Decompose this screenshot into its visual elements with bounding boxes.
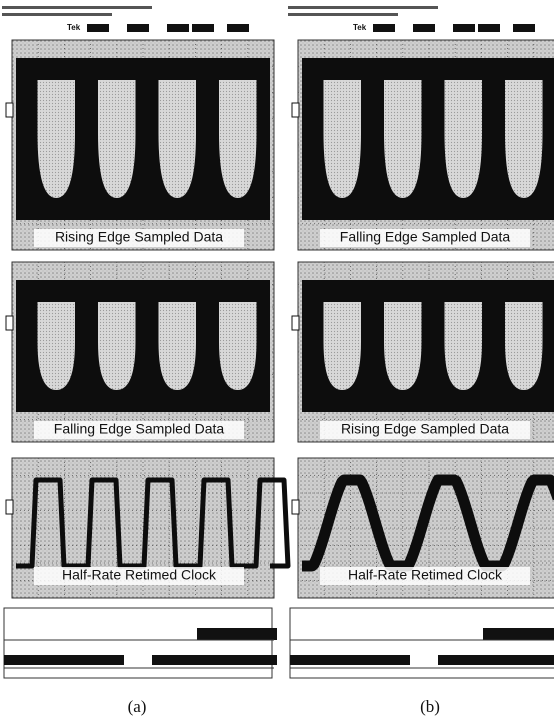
- caption-bg: [34, 229, 244, 247]
- scope-plot: Half-Rate Retimed Clock: [291, 457, 554, 599]
- caption-bg: [320, 421, 530, 439]
- scope-plot: Half-Rate Retimed Clock: [5, 457, 291, 599]
- header-block: [513, 24, 535, 32]
- channel-marker: [291, 102, 300, 118]
- plot-caption: Half-Rate Retimed Clock: [62, 567, 217, 583]
- eye-opening: [504, 80, 543, 198]
- figure-body: Tek Rising Edge Sampled Data Falling Edge …: [2, 6, 554, 716]
- status-table: [3, 607, 277, 679]
- caption-bg: [34, 567, 244, 585]
- header-block: [413, 24, 435, 32]
- eye-opening: [218, 302, 257, 390]
- clock-trace: [298, 474, 554, 572]
- table-block: [290, 655, 410, 665]
- plot-caption: Falling Edge Sampled Data: [340, 229, 511, 245]
- table-block: [152, 655, 277, 665]
- header-line: [2, 6, 152, 9]
- header-block: [167, 24, 189, 32]
- header-line: [288, 6, 438, 9]
- table-block: [483, 628, 554, 640]
- header-line: [2, 13, 112, 16]
- header-block: [87, 24, 109, 32]
- header-block: [227, 24, 249, 32]
- plot-caption: Rising Edge Sampled Data: [341, 421, 509, 437]
- scope-plot: Rising Edge Sampled Data: [5, 39, 275, 251]
- eye-opening: [158, 80, 197, 198]
- eye-opening: [218, 80, 257, 198]
- caption-bg: [320, 229, 530, 247]
- header-block: [373, 24, 395, 32]
- table-block: [197, 628, 277, 640]
- plot-caption: Half-Rate Retimed Clock: [348, 567, 503, 583]
- scope-panel: Tek Rising Edge Sampled Data Falling Edge …: [2, 6, 291, 716]
- header-tek: Tek: [67, 23, 81, 32]
- plot-caption: Falling Edge Sampled Data: [54, 421, 225, 437]
- eye-opening: [323, 302, 362, 390]
- caption-bg: [320, 567, 530, 585]
- table-frame: [289, 607, 554, 679]
- header-block: [453, 24, 475, 32]
- channel-marker: [5, 315, 14, 331]
- panel-label: (a): [128, 697, 147, 716]
- header-block: [192, 24, 214, 32]
- eye-opening: [444, 302, 483, 390]
- status-table: [289, 607, 554, 679]
- header-line: [288, 13, 398, 16]
- panel-label: (b): [420, 697, 440, 716]
- scope-plot: Falling Edge Sampled Data: [291, 39, 554, 251]
- eye-opening: [37, 80, 76, 198]
- scope-plot: Falling Edge Sampled Data: [5, 261, 275, 443]
- caption-bg: [34, 421, 244, 439]
- clock-trace: [16, 477, 291, 569]
- table-block: [4, 655, 124, 665]
- header-block: [478, 24, 500, 32]
- eye-opening: [383, 302, 422, 390]
- eye-opening: [97, 302, 136, 390]
- eye-opening: [444, 80, 483, 198]
- scope-plot: Rising Edge Sampled Data: [291, 261, 554, 443]
- channel-marker: [291, 499, 300, 515]
- eye-opening: [323, 80, 362, 198]
- header-block: [127, 24, 149, 32]
- plot-caption: Rising Edge Sampled Data: [55, 229, 223, 245]
- eye-opening: [158, 302, 197, 390]
- channel-marker: [5, 102, 14, 118]
- table-block: [438, 655, 554, 665]
- scope-panel: Tek Falling Edge Sampled Data Rising Edge …: [288, 6, 554, 716]
- eye-opening: [383, 80, 422, 198]
- eye-opening: [97, 80, 136, 198]
- channel-marker: [291, 315, 300, 331]
- eye-opening: [37, 302, 76, 390]
- eye-opening: [504, 302, 543, 390]
- table-frame: [3, 607, 273, 679]
- channel-marker: [5, 499, 14, 515]
- header-tek: Tek: [353, 23, 367, 32]
